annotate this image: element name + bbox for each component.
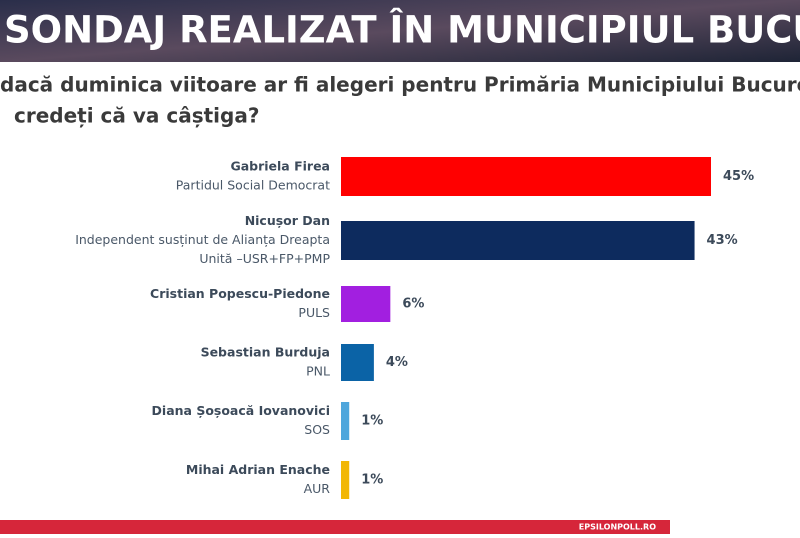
footer-bar	[0, 520, 670, 534]
candidate-name: Sebastian Burduja	[201, 345, 330, 360]
party-label: AUR	[304, 481, 331, 496]
party-label: PNL	[306, 364, 330, 379]
value-label: 6%	[402, 297, 424, 312]
party-label: Unită –USR+FP+PMP	[199, 251, 330, 266]
party-label: Partidul Social Democrat	[176, 178, 330, 193]
title-banner	[0, 0, 800, 62]
question-line: credeți că va câștiga?	[14, 104, 259, 128]
value-label: 45%	[723, 169, 754, 184]
bar	[341, 157, 711, 196]
party-label: PULS	[298, 305, 330, 320]
source: EPSILONPOLL.RO	[579, 523, 656, 532]
value-label: 4%	[386, 355, 408, 370]
bar	[341, 402, 350, 440]
candidate-name: Gabriela Firea	[230, 159, 330, 174]
candidate-name: Diana Șoșoacă Iovanovici	[152, 403, 330, 418]
value-label: 1%	[361, 473, 383, 488]
chart-title: SONDAJ REALIZAT ÎN MUNICIPIUL BUCUREȘT	[4, 8, 800, 52]
value-label: 43%	[707, 233, 738, 248]
bar	[341, 286, 391, 322]
candidate-name: Cristian Popescu-Piedone	[150, 286, 330, 301]
question-line: dacă duminica viitoare ar fi alegeri pen…	[0, 73, 800, 97]
bar	[341, 344, 374, 381]
bar	[341, 221, 695, 260]
value-label: 1%	[361, 414, 383, 429]
candidate-name: Nicușor Dan	[245, 213, 330, 228]
party-label: SOS	[304, 422, 330, 437]
bar	[341, 461, 350, 499]
candidate-name: Mihai Adrian Enache	[186, 462, 330, 477]
party-label: Independent susținut de Alianța Dreapta	[75, 232, 330, 247]
